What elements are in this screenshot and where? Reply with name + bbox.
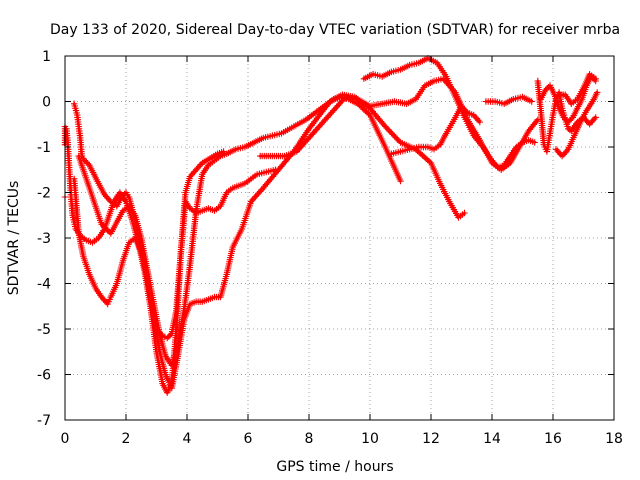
x-tick-label: 14 <box>483 431 501 447</box>
x-tick-label: 4 <box>183 431 192 447</box>
y-tick-label: -5 <box>37 322 51 338</box>
series-plus-markers <box>555 71 599 107</box>
y-tick-label: -3 <box>37 231 51 247</box>
x-tick-label: 12 <box>422 431 440 447</box>
y-tick-label: -4 <box>37 277 51 293</box>
y-axis-label: SDTVAR / TECUs <box>6 181 22 296</box>
chart-title: Day 133 of 2020, Sidereal Day-to-day VTE… <box>50 22 620 38</box>
y-tick-label: 0 <box>42 95 51 111</box>
axis-ticks: 0 2 4 6 8 10 12 14 16 18 -7 -6 -5 -4 -3 -2 -1 0 1 <box>37 49 623 447</box>
y-tick-label: 1 <box>42 49 51 65</box>
series-pass-7 <box>388 102 483 157</box>
x-tick-label: 18 <box>605 431 623 447</box>
y-tick-label: -7 <box>37 413 51 429</box>
x-tick-label: 6 <box>244 431 253 447</box>
x-tick-label: 8 <box>305 431 314 447</box>
series-plus-markers <box>552 89 601 160</box>
x-tick-label: 10 <box>361 431 379 447</box>
data-series <box>61 55 601 396</box>
y-tick-label: -6 <box>37 368 51 384</box>
x-tick-label: 16 <box>544 431 562 447</box>
series-pass-11 <box>552 89 601 160</box>
x-tick-label: 2 <box>122 431 131 447</box>
series-plus-markers <box>360 55 538 171</box>
series-pass-12 <box>555 71 599 107</box>
y-tick-label: -1 <box>37 140 51 156</box>
series-plus-markers <box>388 102 483 157</box>
y-tick-label: -2 <box>37 186 51 202</box>
series-pass-3 <box>71 93 404 392</box>
x-tick-label: 0 <box>61 431 70 447</box>
series-plus-markers <box>482 93 535 107</box>
series-pass-8 <box>482 93 535 107</box>
x-axis-label: GPS time / hours <box>276 459 393 475</box>
